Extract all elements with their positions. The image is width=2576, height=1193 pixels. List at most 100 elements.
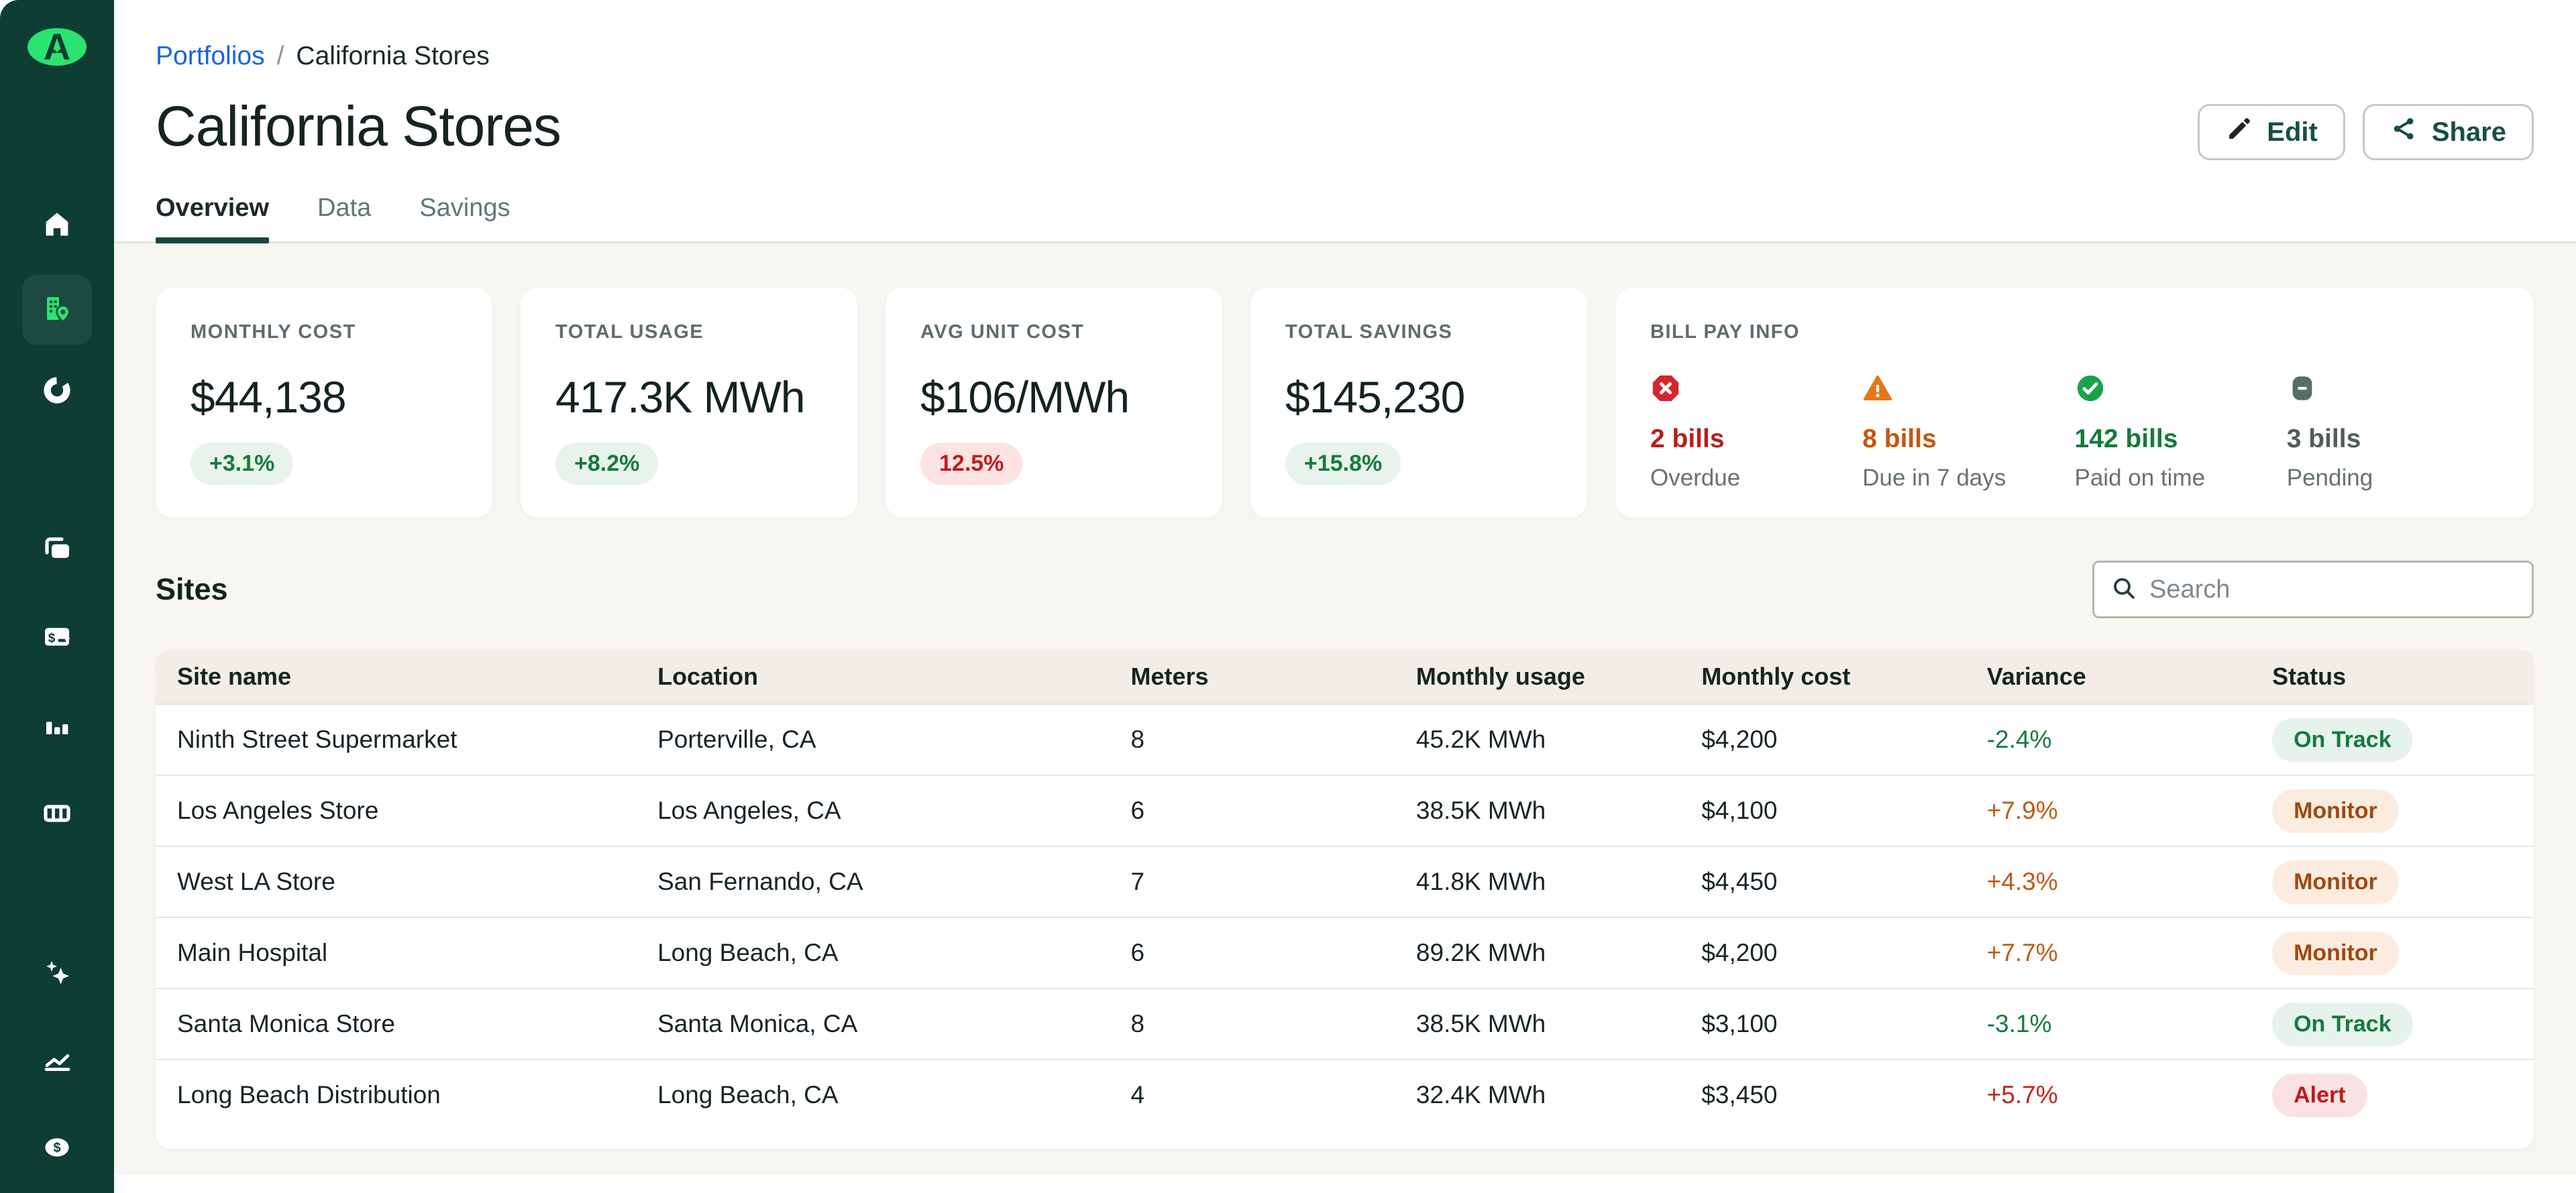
col-monthly-cost: Monthly cost: [1701, 663, 1851, 690]
sidebar-item-savings[interactable]: $: [37, 1129, 77, 1169]
status-badge: Monitor: [2272, 789, 2399, 833]
col-status: Status: [2272, 663, 2347, 690]
bill-pay-label: BILL PAY INFO: [1650, 321, 1801, 343]
cell-status: On Track: [2251, 718, 2534, 762]
kpi-value: 417.3K MWh: [555, 372, 806, 422]
page-header: Portfolios / California Stores Californi…: [114, 0, 2576, 243]
table-row[interactable]: Long Beach Distribution Long Beach, CA 4…: [156, 1059, 2534, 1130]
tab-overview[interactable]: Overview: [156, 194, 269, 243]
breadcrumb-current: California Stores: [296, 42, 490, 70]
bill-pay-card: BILL PAY INFO 2 bills Overdue: [1615, 288, 2534, 518]
sidebar-item-documents[interactable]: [37, 530, 77, 571]
tab-bar: Overview Data Savings: [156, 194, 2534, 243]
kpi-row: MONTHLY COST $44,138 +3.1% TOTAL USAGE 4…: [156, 288, 2534, 518]
kpi-value: $106/MWh: [920, 372, 1130, 422]
cell-cost: $4,450: [1701, 868, 1778, 895]
cell-site-name: Los Angeles Store: [177, 797, 379, 824]
bill-pay-items: 2 bills Overdue 8 bills Due in 7 da: [1650, 373, 2499, 492]
check-circle-icon: [2075, 373, 2287, 407]
sidebar-item-bills[interactable]: $: [37, 618, 77, 659]
bill-sub: Paid on time: [2074, 465, 2206, 491]
cell-location: Porterville, CA: [657, 726, 816, 753]
cell-meters: 6: [1130, 939, 1145, 966]
pencil-icon: [2225, 115, 2253, 150]
app-logo[interactable]: A ✦: [28, 28, 87, 66]
edit-button-label: Edit: [2267, 117, 2318, 147]
cell-cost: $3,450: [1701, 1081, 1778, 1109]
edit-button[interactable]: Edit: [2198, 104, 2345, 160]
col-variance: Variance: [1986, 663, 2086, 690]
sidebar-item-home[interactable]: [37, 206, 77, 246]
table-row[interactable]: Ninth Street Supermarket Porterville, CA…: [156, 703, 2534, 775]
cell-site-name: Santa Monica Store: [177, 1010, 395, 1037]
cell-location: Long Beach, CA: [657, 939, 839, 966]
bill-count: 3 bills: [2286, 424, 2361, 453]
search-input[interactable]: [2149, 575, 2516, 604]
status-badge: On Track: [2272, 1002, 2413, 1046]
cell-variance: -3.1%: [1986, 1010, 2052, 1037]
bar-chart-icon: [41, 709, 73, 745]
table-columns-icon: [41, 797, 73, 833]
table-row[interactable]: Los Angeles Store Los Angeles, CA 6 38.5…: [156, 775, 2534, 846]
table-row[interactable]: West LA Store San Fernando, CA 7 41.8K M…: [156, 846, 2534, 917]
kpi-value: $145,230: [1285, 372, 1465, 422]
share-button-label: Share: [2431, 117, 2506, 147]
cell-meters: 8: [1130, 726, 1145, 753]
col-meters: Meters: [1130, 663, 1209, 690]
bill-item-overdue: 2 bills Overdue: [1650, 373, 1862, 492]
header-actions: Edit Share: [2198, 104, 2534, 160]
table-row[interactable]: Main Hospital Long Beach, CA 6 89.2K MWh…: [156, 917, 2534, 988]
status-badge: Alert: [2272, 1073, 2367, 1117]
cell-status: Monitor: [2251, 860, 2534, 904]
warning-triangle-icon: [1862, 373, 2074, 407]
col-location: Location: [657, 663, 759, 690]
status-badge: Monitor: [2272, 931, 2399, 975]
sidebar-item-analytics[interactable]: [37, 1041, 77, 1082]
tab-data[interactable]: Data: [317, 194, 372, 222]
cell-usage: 38.5K MWh: [1415, 797, 1546, 824]
sites-table: Site name Location Meters Monthly usage …: [156, 650, 2534, 1149]
cell-site-name: Ninth Street Supermarket: [177, 726, 458, 753]
cell-location: San Fernando, CA: [657, 868, 863, 895]
share-button[interactable]: Share: [2362, 104, 2534, 160]
sidebar-nav: $: [22, 206, 92, 1193]
bill-count: 2 bills: [1650, 424, 1725, 453]
sidebar-item-data-tables[interactable]: [37, 795, 77, 835]
sidebar-item-ai-assistant[interactable]: [37, 954, 77, 994]
kpi-change-badge: 12.5%: [920, 443, 1023, 485]
pending-minus-icon: [2287, 373, 2499, 407]
cell-status: Monitor: [2251, 789, 2534, 833]
cell-usage: 45.2K MWh: [1415, 726, 1546, 753]
cell-location: Santa Monica, CA: [657, 1010, 858, 1037]
search-box[interactable]: [2092, 561, 2534, 618]
kpi-label: TOTAL USAGE: [555, 321, 704, 343]
cell-variance: +7.9%: [1986, 797, 2058, 824]
cell-meters: 7: [1130, 868, 1145, 895]
cell-usage: 38.5K MWh: [1415, 1010, 1546, 1037]
tab-savings[interactable]: Savings: [419, 194, 511, 222]
cell-cost: $4,100: [1701, 797, 1778, 824]
kpi-change-badge: +3.1%: [191, 443, 294, 485]
breadcrumb-portfolios-link[interactable]: Portfolios: [156, 42, 265, 70]
sidebar-item-usage-charts[interactable]: [37, 707, 77, 747]
cell-usage: 32.4K MWh: [1415, 1081, 1546, 1109]
cell-location: Long Beach, CA: [657, 1081, 839, 1109]
sidebar-item-portfolios[interactable]: [22, 275, 92, 345]
dollar-coin-icon: $: [41, 1131, 73, 1167]
kpi-label: AVG UNIT COST: [920, 321, 1085, 343]
cell-status: Monitor: [2251, 931, 2534, 975]
table-row[interactable]: Santa Monica Store Santa Monica, CA 8 38…: [156, 988, 2534, 1059]
overdue-octagon-x-icon: [1650, 373, 1862, 407]
sites-bar: Sites: [156, 561, 2534, 618]
share-icon: [2390, 115, 2418, 150]
kpi-card-total-usage: TOTAL USAGE 417.3K MWh +8.2%: [521, 288, 857, 518]
bill-item-due-soon: 8 bills Due in 7 days: [1862, 373, 2074, 492]
col-monthly-usage: Monthly usage: [1415, 663, 1585, 690]
table-header-row: Site name Location Meters Monthly usage …: [156, 650, 2534, 703]
search-icon: [2110, 575, 2137, 605]
logo-letter: A: [43, 25, 71, 68]
sidebar-item-energy-mix[interactable]: [37, 372, 77, 412]
cell-cost: $4,200: [1701, 726, 1778, 753]
line-chart-icon: [41, 1044, 73, 1080]
col-site-name: Site name: [177, 663, 292, 690]
